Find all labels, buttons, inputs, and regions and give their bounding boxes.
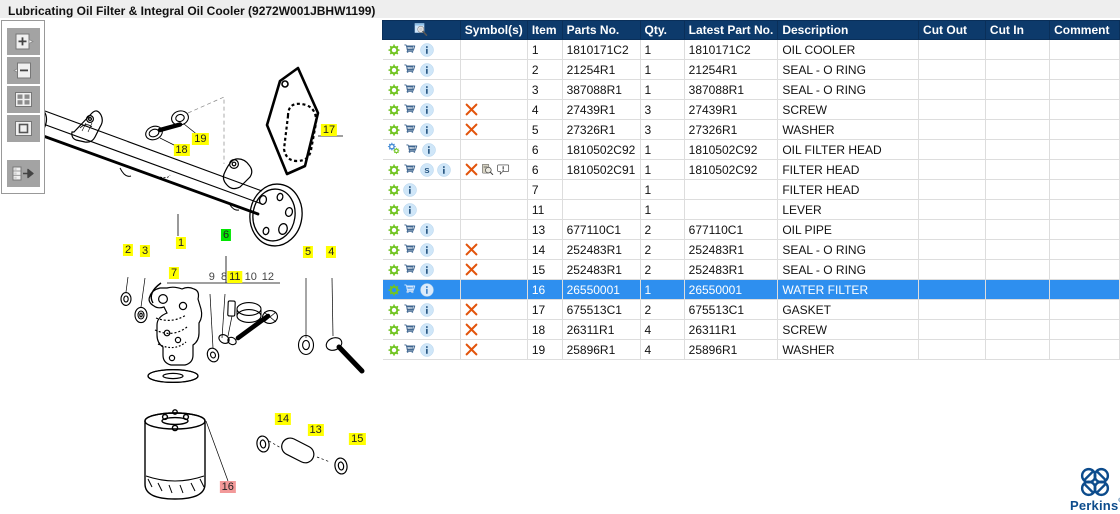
svg-text:S: S — [424, 166, 429, 175]
